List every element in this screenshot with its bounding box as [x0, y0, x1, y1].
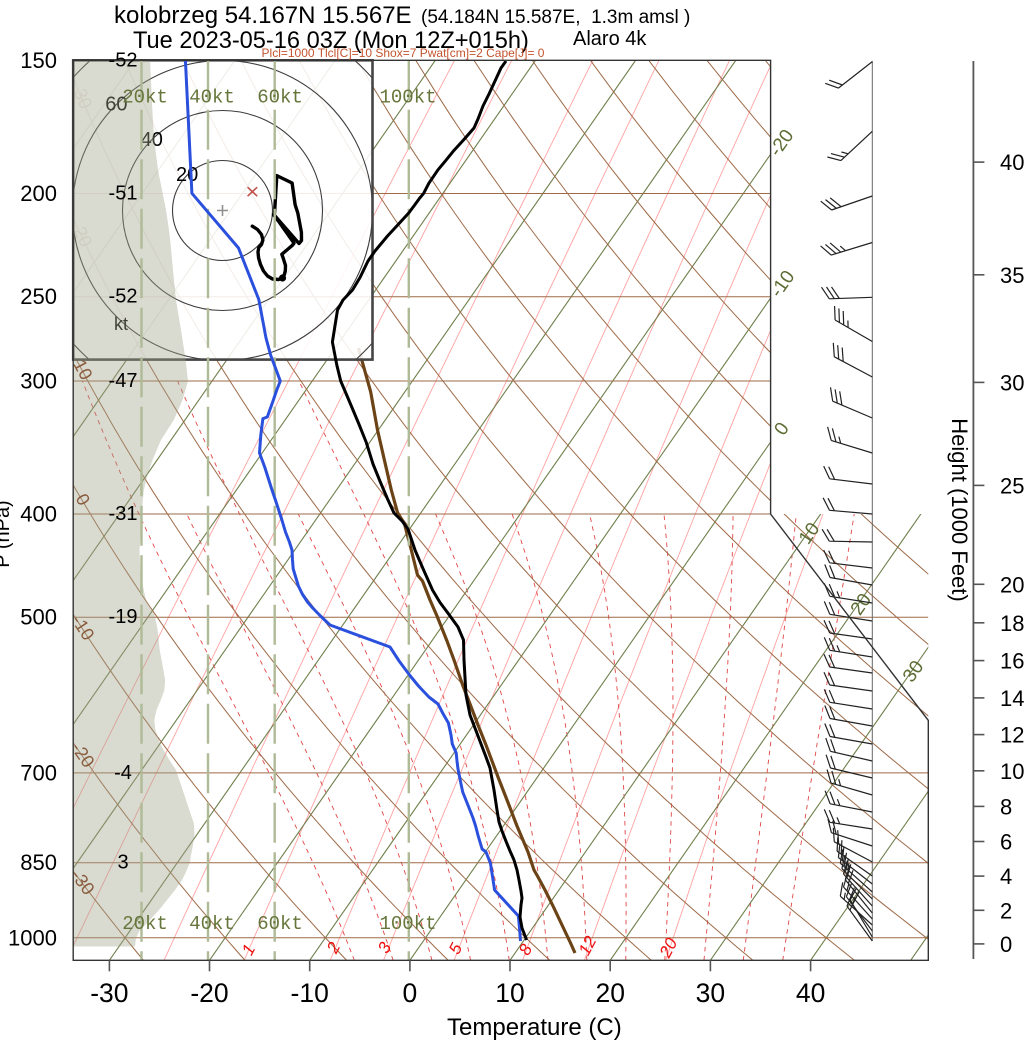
svg-text:-30: -30: [90, 978, 128, 1008]
svg-text:kt: kt: [114, 314, 128, 334]
svg-text:20: 20: [1000, 572, 1024, 597]
svg-text:4: 4: [1000, 864, 1012, 889]
svg-text:400: 400: [20, 502, 57, 527]
svg-text:-10: -10: [291, 978, 329, 1008]
svg-text:20: 20: [595, 978, 624, 1008]
svg-text:0: 0: [1000, 932, 1012, 957]
svg-text:40: 40: [141, 129, 163, 151]
svg-text:40: 40: [796, 978, 825, 1008]
svg-text:8: 8: [1000, 794, 1012, 819]
svg-text:40: 40: [1000, 150, 1024, 175]
svg-text:(54.184N 15.587E, 1.3m amsl ): (54.184N 15.587E, 1.3m amsl ): [421, 7, 690, 28]
svg-text:20: 20: [176, 164, 198, 186]
svg-text:2: 2: [1000, 898, 1012, 923]
svg-text:40kt: 40kt: [189, 87, 235, 109]
svg-text:-52: -52: [109, 286, 138, 308]
svg-text:12: 12: [1000, 723, 1024, 748]
svg-text:35: 35: [1000, 263, 1024, 288]
svg-text:100kt: 100kt: [379, 87, 436, 109]
svg-text:500: 500: [20, 605, 57, 630]
svg-text:0: 0: [403, 978, 418, 1008]
svg-text:300: 300: [20, 369, 57, 394]
svg-text:Height (1000 Feet): Height (1000 Feet): [947, 418, 972, 601]
svg-text:Plcl=1000 Tlcl[C]=10 Shox=7 Pw: Plcl=1000 Tlcl[C]=10 Shox=7 Pwat[cm]=2 C…: [262, 46, 545, 60]
svg-text:250: 250: [20, 284, 57, 309]
svg-text:1000: 1000: [8, 925, 57, 950]
svg-text:Alaro 4k: Alaro 4k: [573, 28, 647, 50]
svg-text:-31: -31: [109, 503, 138, 525]
svg-text:60kt: 60kt: [257, 87, 303, 109]
svg-text:10: 10: [1000, 759, 1024, 784]
svg-text:Temperature (C): Temperature (C): [447, 1014, 622, 1040]
svg-text:30: 30: [696, 978, 725, 1008]
svg-text:150: 150: [20, 48, 57, 73]
svg-text:-4: -4: [114, 762, 132, 784]
svg-text:3: 3: [117, 852, 128, 874]
svg-text:16: 16: [1000, 649, 1024, 674]
svg-text:25: 25: [1000, 473, 1024, 498]
svg-text:P (hPa): P (hPa): [0, 500, 14, 567]
svg-text:18: 18: [1000, 611, 1024, 636]
svg-text:-20: -20: [190, 978, 228, 1008]
svg-text:-52: -52: [109, 49, 138, 71]
svg-text:-47: -47: [109, 370, 138, 392]
svg-text:700: 700: [20, 760, 57, 785]
svg-text:200: 200: [20, 181, 57, 206]
svg-text:14: 14: [1000, 686, 1024, 711]
svg-text:60: 60: [105, 93, 127, 115]
svg-text:-19: -19: [109, 606, 138, 628]
svg-text:kolobrzeg 54.167N 15.567E: kolobrzeg 54.167N 15.567E: [114, 2, 412, 29]
svg-text:20kt: 20kt: [122, 913, 168, 935]
svg-text:20kt: 20kt: [122, 87, 168, 109]
svg-text:6: 6: [1000, 830, 1012, 855]
svg-text:850: 850: [20, 850, 57, 875]
svg-text:Tue 2023-05-16 03Z (Mon 12Z+01: Tue 2023-05-16 03Z (Mon 12Z+015h): [133, 28, 529, 54]
svg-text:10: 10: [495, 978, 524, 1008]
svg-text:-51: -51: [109, 183, 138, 205]
svg-text:60kt: 60kt: [257, 913, 303, 935]
svg-text:100kt: 100kt: [379, 913, 436, 935]
svg-text:30: 30: [1000, 370, 1024, 395]
svg-text:40kt: 40kt: [189, 913, 235, 935]
